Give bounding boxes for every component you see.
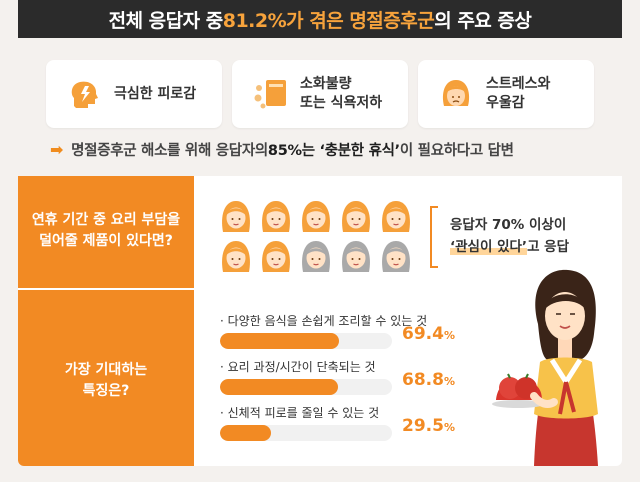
feature-label: · 다양한 음식을 손쉽게 조리할 수 있는 것 <box>220 314 428 328</box>
answer-post: 이 필요하다고 답변 <box>399 142 514 159</box>
person-face-icon <box>382 241 410 272</box>
bracket <box>430 206 438 268</box>
symptom-card-stress: 스트레스와 우울감 <box>418 60 594 128</box>
face-row <box>218 238 414 274</box>
person-face-icon <box>342 241 370 272</box>
feature-percent: 29.5% <box>402 416 455 436</box>
feature-bar-fill <box>220 333 340 349</box>
page-title: 전체 응답자 중 81.2%가 겪은 명절증후군 의 주요 증상 <box>18 0 622 38</box>
response-post: 이상이 <box>524 217 567 233</box>
person-face-icon <box>302 201 330 232</box>
interest-response: 응답자 70% 이상이 ‘관심이 있다’고 응답 <box>450 214 569 258</box>
question-column: 연휴 기간 중 요리 부담을 덜어줄 제품이 있다면? 가장 기대하는 특징은? <box>18 176 194 466</box>
rest-answer: ➡ 명절증후군 해소를 위해 응답자의 85%는 ‘충분한 휴식’ 이 필요하다고… <box>50 138 610 160</box>
feature-bar-fill <box>220 379 339 395</box>
answer-pre: 명절증후군 해소를 위해 응답자의 <box>71 142 268 159</box>
feature-item: · 다양한 음식을 손쉽게 조리할 수 있는 것 69.4% <box>220 312 470 349</box>
title-post: 의 주요 증상 <box>434 9 532 32</box>
arrow-right-icon: ➡ <box>50 139 64 159</box>
person-face-icon <box>302 241 330 272</box>
response-post: 고 응답 <box>527 239 570 255</box>
head-brain-icon <box>71 81 98 108</box>
response-highlight: ‘관심이 있다’ <box>450 239 528 255</box>
question-features: 가장 기대하는 특징은? <box>64 362 148 399</box>
survey-panel: 연휴 기간 중 요리 부담을 덜어줄 제품이 있다면? 가장 기대하는 특징은?… <box>18 176 622 466</box>
feature-bar-track <box>220 333 392 349</box>
symptom-card-fatigue: 극심한 피로감 <box>46 60 222 128</box>
person-face-icon <box>382 201 410 232</box>
title-highlight: 81.2%가 겪은 명절증후군 <box>222 9 435 32</box>
question-interest: 연휴 기간 중 요리 부담을 덜어줄 제품이 있다면? <box>31 212 181 249</box>
feature-percent: 69.4% <box>402 324 455 344</box>
feature-label: · 신체적 피로를 줄일 수 있는 것 <box>220 406 380 420</box>
face-icon-grid <box>218 198 414 278</box>
answer-strong: 85%는 ‘충분한 휴식’ <box>267 142 400 159</box>
symptom-label: 극심한 피로감 <box>114 85 197 102</box>
response-strong: 응답자 70% <box>450 217 525 233</box>
person-face-icon <box>222 201 250 232</box>
symptom-card-indigestion: 소화불량 또는 식욕저하 <box>232 60 408 128</box>
symptom-label: 스트레스와 우울감 <box>486 76 551 111</box>
feature-bar-fill <box>220 425 271 441</box>
feature-item: · 요리 과정/시간이 단축되는 것 68.8% <box>220 358 470 395</box>
person-face-icon <box>262 241 290 272</box>
person-face-icon <box>342 201 370 232</box>
meal-icon <box>254 80 286 109</box>
symptom-cards: 극심한 피로감 소화불량 또는 식욕저하 스트레스와 우울감 <box>46 60 594 128</box>
woman-face-icon <box>442 80 470 106</box>
feature-item: · 신체적 피로를 줄일 수 있는 것 29.5% <box>220 404 470 441</box>
symptom-label: 소화불량 또는 식욕저하 <box>300 76 383 111</box>
feature-bar-track <box>220 379 392 395</box>
title-pre: 전체 응답자 중 <box>108 9 224 32</box>
feature-percent: 68.8% <box>402 370 455 390</box>
feature-bar-track <box>220 425 392 441</box>
face-row <box>218 198 414 234</box>
person-face-icon <box>222 241 250 272</box>
feature-label: · 요리 과정/시간이 단축되는 것 <box>220 360 376 374</box>
person-face-icon <box>262 201 290 232</box>
woman-hanbok-illustration <box>492 269 598 466</box>
divider <box>18 288 194 290</box>
